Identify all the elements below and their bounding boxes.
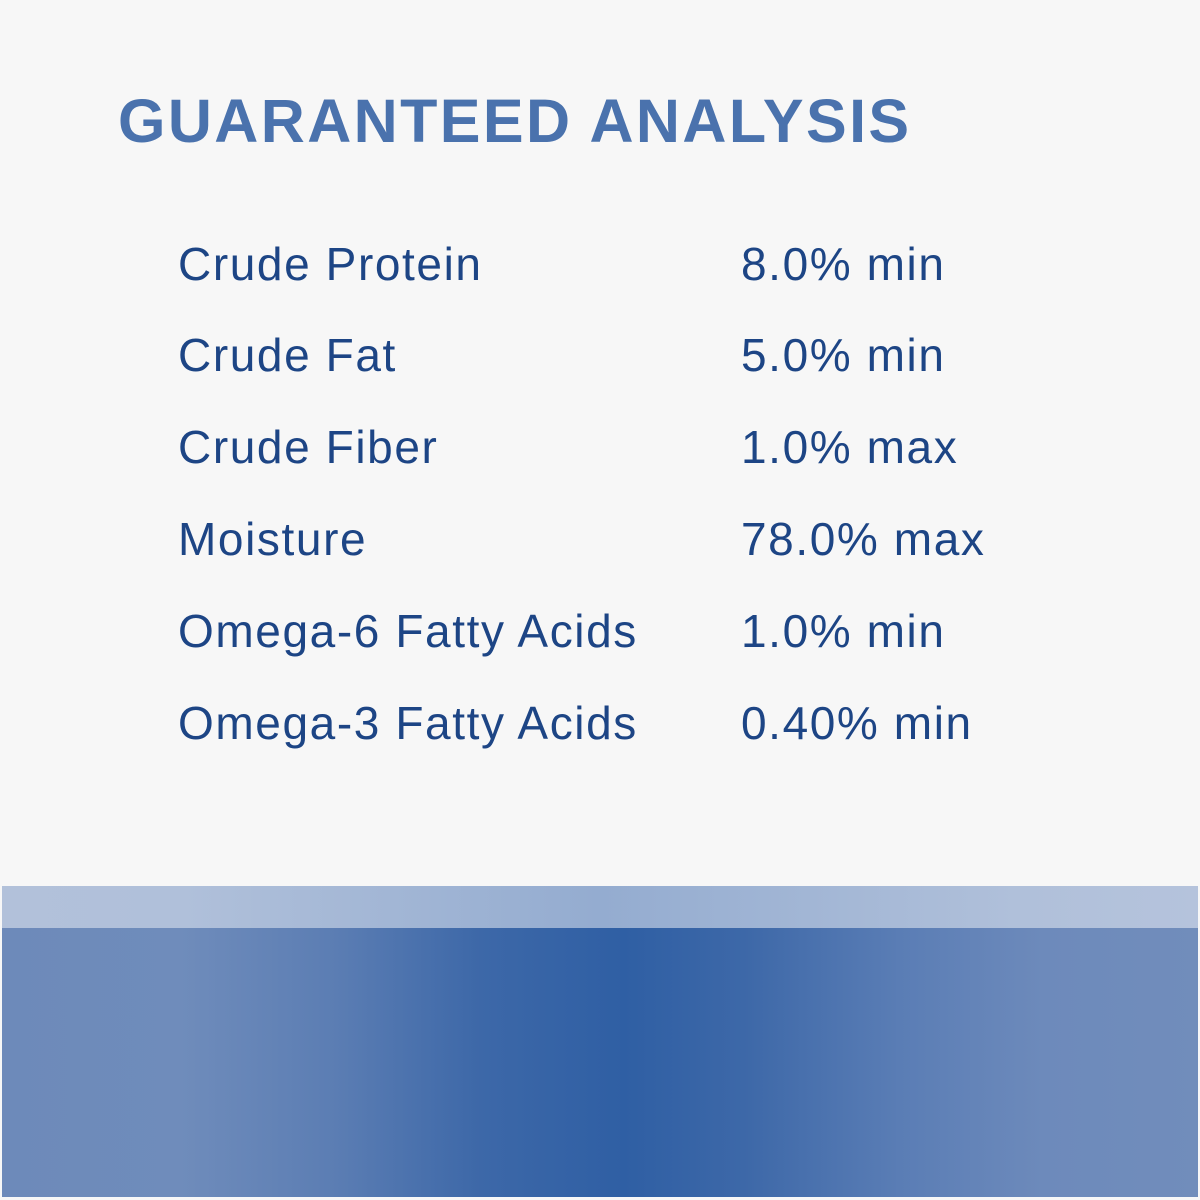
table-row: Crude Fat 5.0% min xyxy=(0,327,1200,419)
page-title: GUARANTEED ANALYSIS xyxy=(118,87,912,155)
decorative-band-light xyxy=(2,886,1198,928)
row-label: Moisture xyxy=(178,513,368,565)
row-label: Crude Protein xyxy=(178,238,483,290)
table-row: Crude Protein 8.0% min xyxy=(0,236,1200,328)
row-value: 8.0% min xyxy=(741,238,946,290)
row-label: Omega-6 Fatty Acids xyxy=(178,605,638,657)
row-value: 1.0% min xyxy=(741,605,946,657)
row-value: 78.0% max xyxy=(741,513,986,565)
row-label: Crude Fat xyxy=(178,329,397,381)
row-value: 1.0% max xyxy=(741,421,959,473)
row-value: 5.0% min xyxy=(741,329,946,381)
row-value: 0.40% min xyxy=(741,697,973,749)
table-row: Moisture 78.0% max xyxy=(0,511,1200,603)
row-label: Omega-3 Fatty Acids xyxy=(178,697,638,749)
table-row: Omega-6 Fatty Acids 1.0% min xyxy=(0,603,1200,695)
table-row: Omega-3 Fatty Acids 0.40% min xyxy=(0,695,1200,787)
table-row: Crude Fiber 1.0% max xyxy=(0,419,1200,511)
decorative-band-dark xyxy=(2,928,1198,1197)
row-label: Crude Fiber xyxy=(178,421,439,473)
